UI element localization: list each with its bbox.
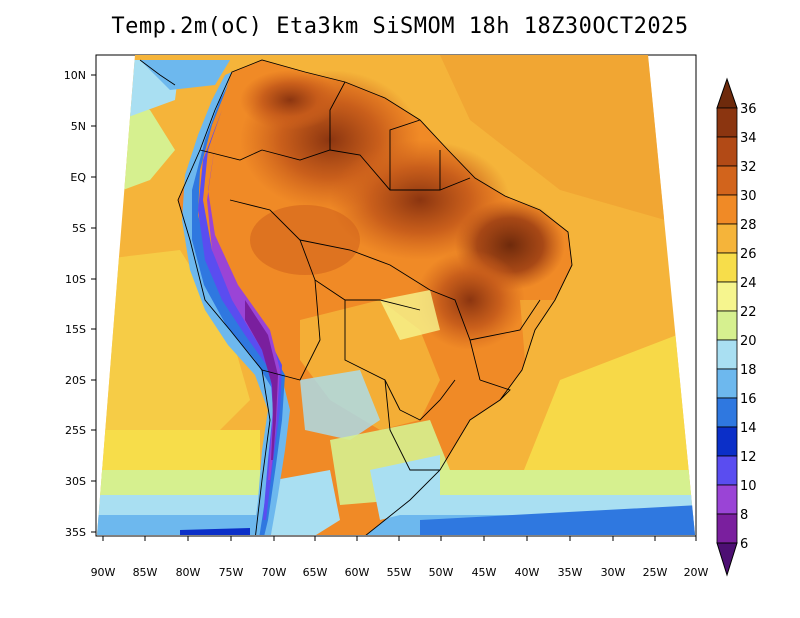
pacific-zone <box>97 250 250 430</box>
colorbar-label: 34 <box>740 131 757 146</box>
colorbar-segment <box>716 397 738 428</box>
atlantic-warm-zone <box>440 55 665 220</box>
lat-label: 10S <box>65 273 86 286</box>
longitude-axis: 90W 85W 80W 75W 70W 65W 60W 55W 50W 45W … <box>91 536 709 579</box>
colorbar-label: 32 <box>740 160 757 175</box>
lon-label: 75W <box>219 566 244 579</box>
colorbar-label: 16 <box>740 392 757 407</box>
colorbar-segment <box>716 136 738 167</box>
colorbar-label: 12 <box>740 450 757 465</box>
colorbar-label: 36 <box>740 102 757 117</box>
lat-label: 20S <box>65 374 86 387</box>
colorbar-label: 30 <box>740 189 757 204</box>
lon-label: 60W <box>345 566 370 579</box>
lon-label: 25W <box>643 566 668 579</box>
country-borders <box>177 59 573 535</box>
colorbar-segment <box>716 339 738 370</box>
lon-label: 35W <box>558 566 583 579</box>
lat-label: 5N <box>71 120 86 133</box>
colorbar-segment <box>716 310 738 341</box>
lat-label: 5S <box>72 222 86 235</box>
lon-label: 70W <box>262 566 287 579</box>
lon-label: 55W <box>387 566 412 579</box>
colorbar-label: 24 <box>740 276 757 291</box>
lat-label: 30S <box>65 475 86 488</box>
lat-label: 15S <box>65 323 86 336</box>
lat-label: 35S <box>65 526 86 539</box>
lon-label: 90W <box>91 566 116 579</box>
colorbar-segment <box>716 281 738 312</box>
colorbar-label: 8 <box>740 508 748 523</box>
colorbar-segment <box>716 223 738 254</box>
colorbar-label: 6 <box>740 537 748 552</box>
lon-label: 30W <box>601 566 626 579</box>
colorbar-segment <box>716 165 738 196</box>
colorbar-segment <box>716 513 738 544</box>
colorbar-label: 26 <box>740 247 757 262</box>
latitude-axis: 10N 5N EQ 5S 10S 15S 20S 25S 30S 35S <box>64 69 96 539</box>
map-domain <box>95 54 697 537</box>
lon-label: 45W <box>472 566 497 579</box>
lon-label: 50W <box>429 566 454 579</box>
lon-label: 40W <box>515 566 540 579</box>
lat-label: EQ <box>70 171 86 184</box>
lat-label: 10N <box>64 69 86 82</box>
colorbar-label: 20 <box>740 334 757 349</box>
colorbar-label: 10 <box>740 479 757 494</box>
colorbar-label: 18 <box>740 363 757 378</box>
colorbar-segment <box>716 455 738 486</box>
lon-label: 85W <box>133 566 158 579</box>
lon-label: 80W <box>176 566 201 579</box>
colorbar-bottom-arrow <box>716 542 738 577</box>
colorbar-segment <box>716 107 738 138</box>
lat-label: 25S <box>65 424 86 437</box>
colorbar-label: 22 <box>740 305 757 320</box>
lon-label: 20W <box>684 566 709 579</box>
colorbar-segment <box>716 368 738 399</box>
colorbar-label: 28 <box>740 218 757 233</box>
lon-label: 65W <box>303 566 328 579</box>
colorbar-label: 14 <box>740 421 757 436</box>
colorbar-segment <box>716 252 738 283</box>
colorbar-segment <box>716 194 738 225</box>
map-title: Temp.2m(oC) Eta3km SiSMOM 18h 18Z30OCT20… <box>111 14 689 39</box>
colorbar-segment <box>716 484 738 515</box>
colorbar-top-arrow <box>716 77 738 109</box>
colorbar-segment <box>716 426 738 457</box>
colorbar: 36 34 32 30 28 26 24 22 20 18 16 14 12 1… <box>716 77 757 577</box>
